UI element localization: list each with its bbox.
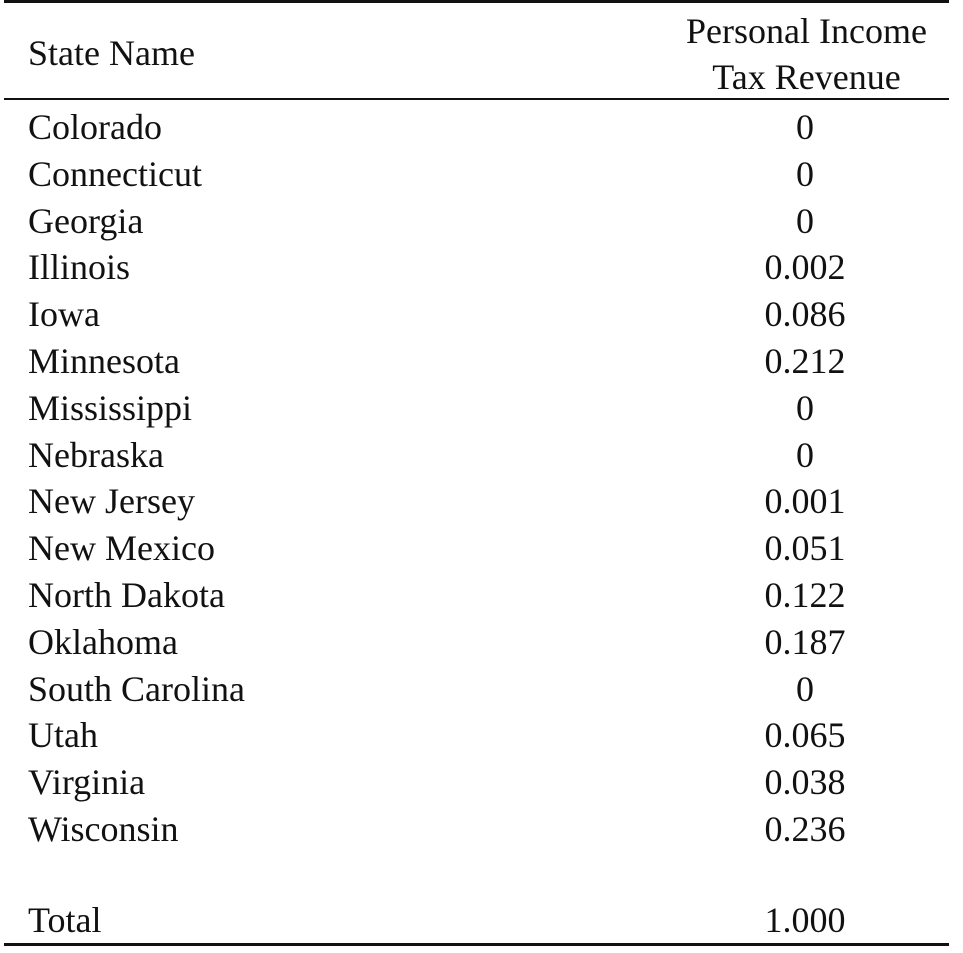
revenue-share-cell: 0 — [796, 153, 814, 194]
revenue-share-cell: 0.002 — [764, 247, 846, 288]
table-row: Virginia 0.038 — [0, 759, 963, 806]
column-header-personal-income-tax-revenue: Personal Income Tax Revenue — [634, 8, 963, 100]
total-label: Total — [28, 900, 102, 940]
table-body: Colorado 0 Connecticut 0 Georgia 0 Illinois… — [0, 104, 963, 853]
table-row: Utah 0.065 — [0, 712, 963, 759]
revenue-share-cell: 0.065 — [764, 715, 846, 756]
total-row: Total 1.000 — [0, 897, 963, 943]
table-row: Illinois 0.002 — [0, 244, 963, 291]
table-row: Iowa 0.086 — [0, 291, 963, 338]
state-name-cell: New Jersey — [28, 481, 195, 522]
state-name-cell: Iowa — [28, 294, 100, 335]
column-header-line-1: Personal Income — [686, 11, 927, 51]
state-name-cell: Illinois — [28, 247, 131, 288]
state-name-cell: Colorado — [28, 107, 162, 147]
state-name-cell: Utah — [28, 715, 98, 756]
state-name-cell: North Dakota — [28, 574, 225, 615]
state-name-cell: Connecticut — [28, 153, 202, 194]
revenue-share-cell: 0 — [796, 107, 814, 147]
column-header-line-2: Tax Revenue — [712, 57, 901, 97]
revenue-share-cell: 0.038 — [764, 762, 846, 803]
table-row: North Dakota 0.122 — [0, 572, 963, 619]
header-rule — [4, 98, 949, 100]
revenue-share-cell: 0 — [796, 434, 814, 475]
state-name-cell: Virginia — [28, 762, 146, 803]
table-row: Oklahoma 0.187 — [0, 619, 963, 666]
table-row: New Mexico 0.051 — [0, 525, 963, 572]
state-name-cell: Oklahoma — [28, 621, 178, 662]
revenue-share-cell: 0.051 — [764, 528, 846, 569]
table-row: New Jersey 0.001 — [0, 478, 963, 525]
revenue-share-cell: 0.086 — [764, 294, 846, 335]
revenue-share-cell: 0.236 — [764, 808, 846, 849]
revenue-share-cell: 0 — [796, 387, 814, 428]
top-rule — [4, 0, 949, 3]
state-name-cell: Wisconsin — [28, 808, 179, 849]
revenue-share-cell: 0 — [796, 200, 814, 241]
column-header-state-name: State Name — [28, 33, 195, 73]
table-row: Georgia 0 — [0, 198, 963, 245]
revenue-share-cell: 0.122 — [764, 574, 846, 615]
total-value: 1.000 — [764, 900, 846, 940]
table-row: South Carolina 0 — [0, 666, 963, 713]
state-name-cell: South Carolina — [28, 668, 245, 709]
state-name-cell: New Mexico — [28, 528, 215, 569]
state-name-cell: Georgia — [28, 200, 144, 241]
table-row: Nebraska 0 — [0, 432, 963, 479]
revenue-share-cell: 0.187 — [764, 621, 846, 662]
table-row: Connecticut 0 — [0, 151, 963, 198]
state-name-cell: Mississippi — [28, 387, 193, 428]
state-name-cell: Nebraska — [28, 434, 164, 475]
table-row: Mississippi 0 — [0, 385, 963, 432]
table-row: Minnesota 0.212 — [0, 338, 963, 385]
table-row: Colorado 0 — [0, 104, 963, 151]
state-name-cell: Minnesota — [28, 340, 180, 381]
revenue-share-cell: 0 — [796, 668, 814, 709]
revenue-share-cell: 0.212 — [764, 340, 846, 381]
table-row: Wisconsin 0.236 — [0, 806, 963, 853]
revenue-share-cell: 0.001 — [764, 481, 846, 522]
bottom-rule — [4, 943, 949, 946]
